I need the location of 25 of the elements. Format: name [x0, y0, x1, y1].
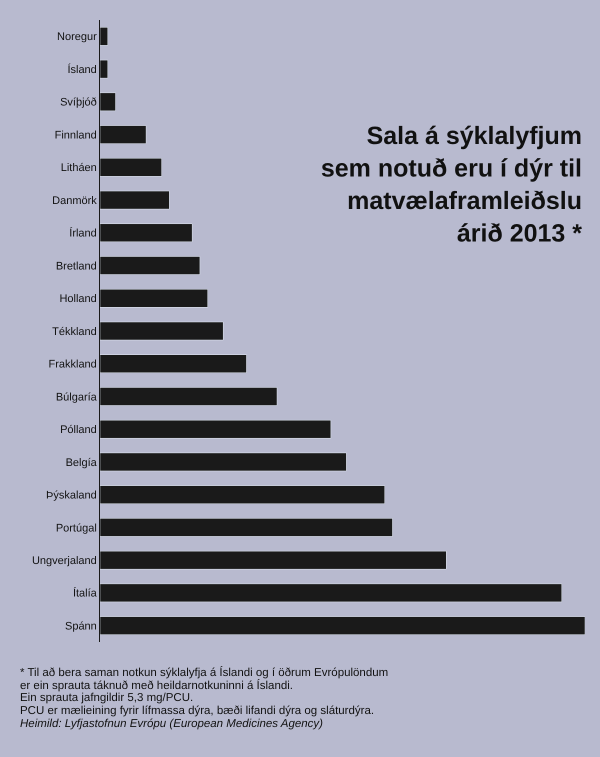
y-tick-label: Tékkland: [52, 326, 97, 338]
y-tick-label: Bretland: [56, 260, 97, 272]
y-tick-label: Svíþjóð: [60, 96, 97, 109]
text: * Til að bera saman notkun sýklalyfja á Íslandi og í öðrum Evrópulöndum: [20, 666, 388, 679]
y-tick-label: Írland: [69, 226, 97, 240]
text: er ein sprauta táknuð með heildarnotkuninni á Íslandi.: [20, 679, 293, 692]
y-tick-label: Pólland: [60, 424, 97, 436]
y-tick-label: Litháen: [60, 162, 97, 174]
y-tick-label: Ítalía: [72, 586, 98, 600]
y-tick-label: Spánn: [64, 620, 97, 632]
y-tick-label: Danmörk: [52, 194, 98, 207]
text: Sala á sýklalyfjum sem notuð eru í dýr til matvælaframleiðslu árið 2013 *: [320, 122, 582, 248]
y-tick-label: Finnland: [54, 129, 97, 142]
y-tick-label: Frakkland: [48, 358, 97, 371]
y-tick-label: Búlgaría: [56, 391, 98, 404]
y-tick-label: Belgía: [66, 456, 98, 469]
text: Ein sprauta jafngildir 5,3 mg/PCU.: [20, 692, 194, 704]
y-tick-label: Holland: [59, 293, 97, 306]
text: PCU er mælieining fyrir lífmassa dýra, bæði lifandi dýra og sláturdýra.: [20, 705, 374, 717]
y-tick-label: Noregur: [57, 31, 98, 44]
y-tick-label: Þýskaland: [46, 490, 97, 502]
y-tick-label: Ísland: [67, 62, 97, 76]
text: Heimild: Lyfjastofnun Evrópu (European Medicines Agency): [20, 718, 324, 730]
y-tick-label: Portúgal: [56, 522, 97, 534]
y-tick-label: Ungverjaland: [32, 555, 97, 568]
